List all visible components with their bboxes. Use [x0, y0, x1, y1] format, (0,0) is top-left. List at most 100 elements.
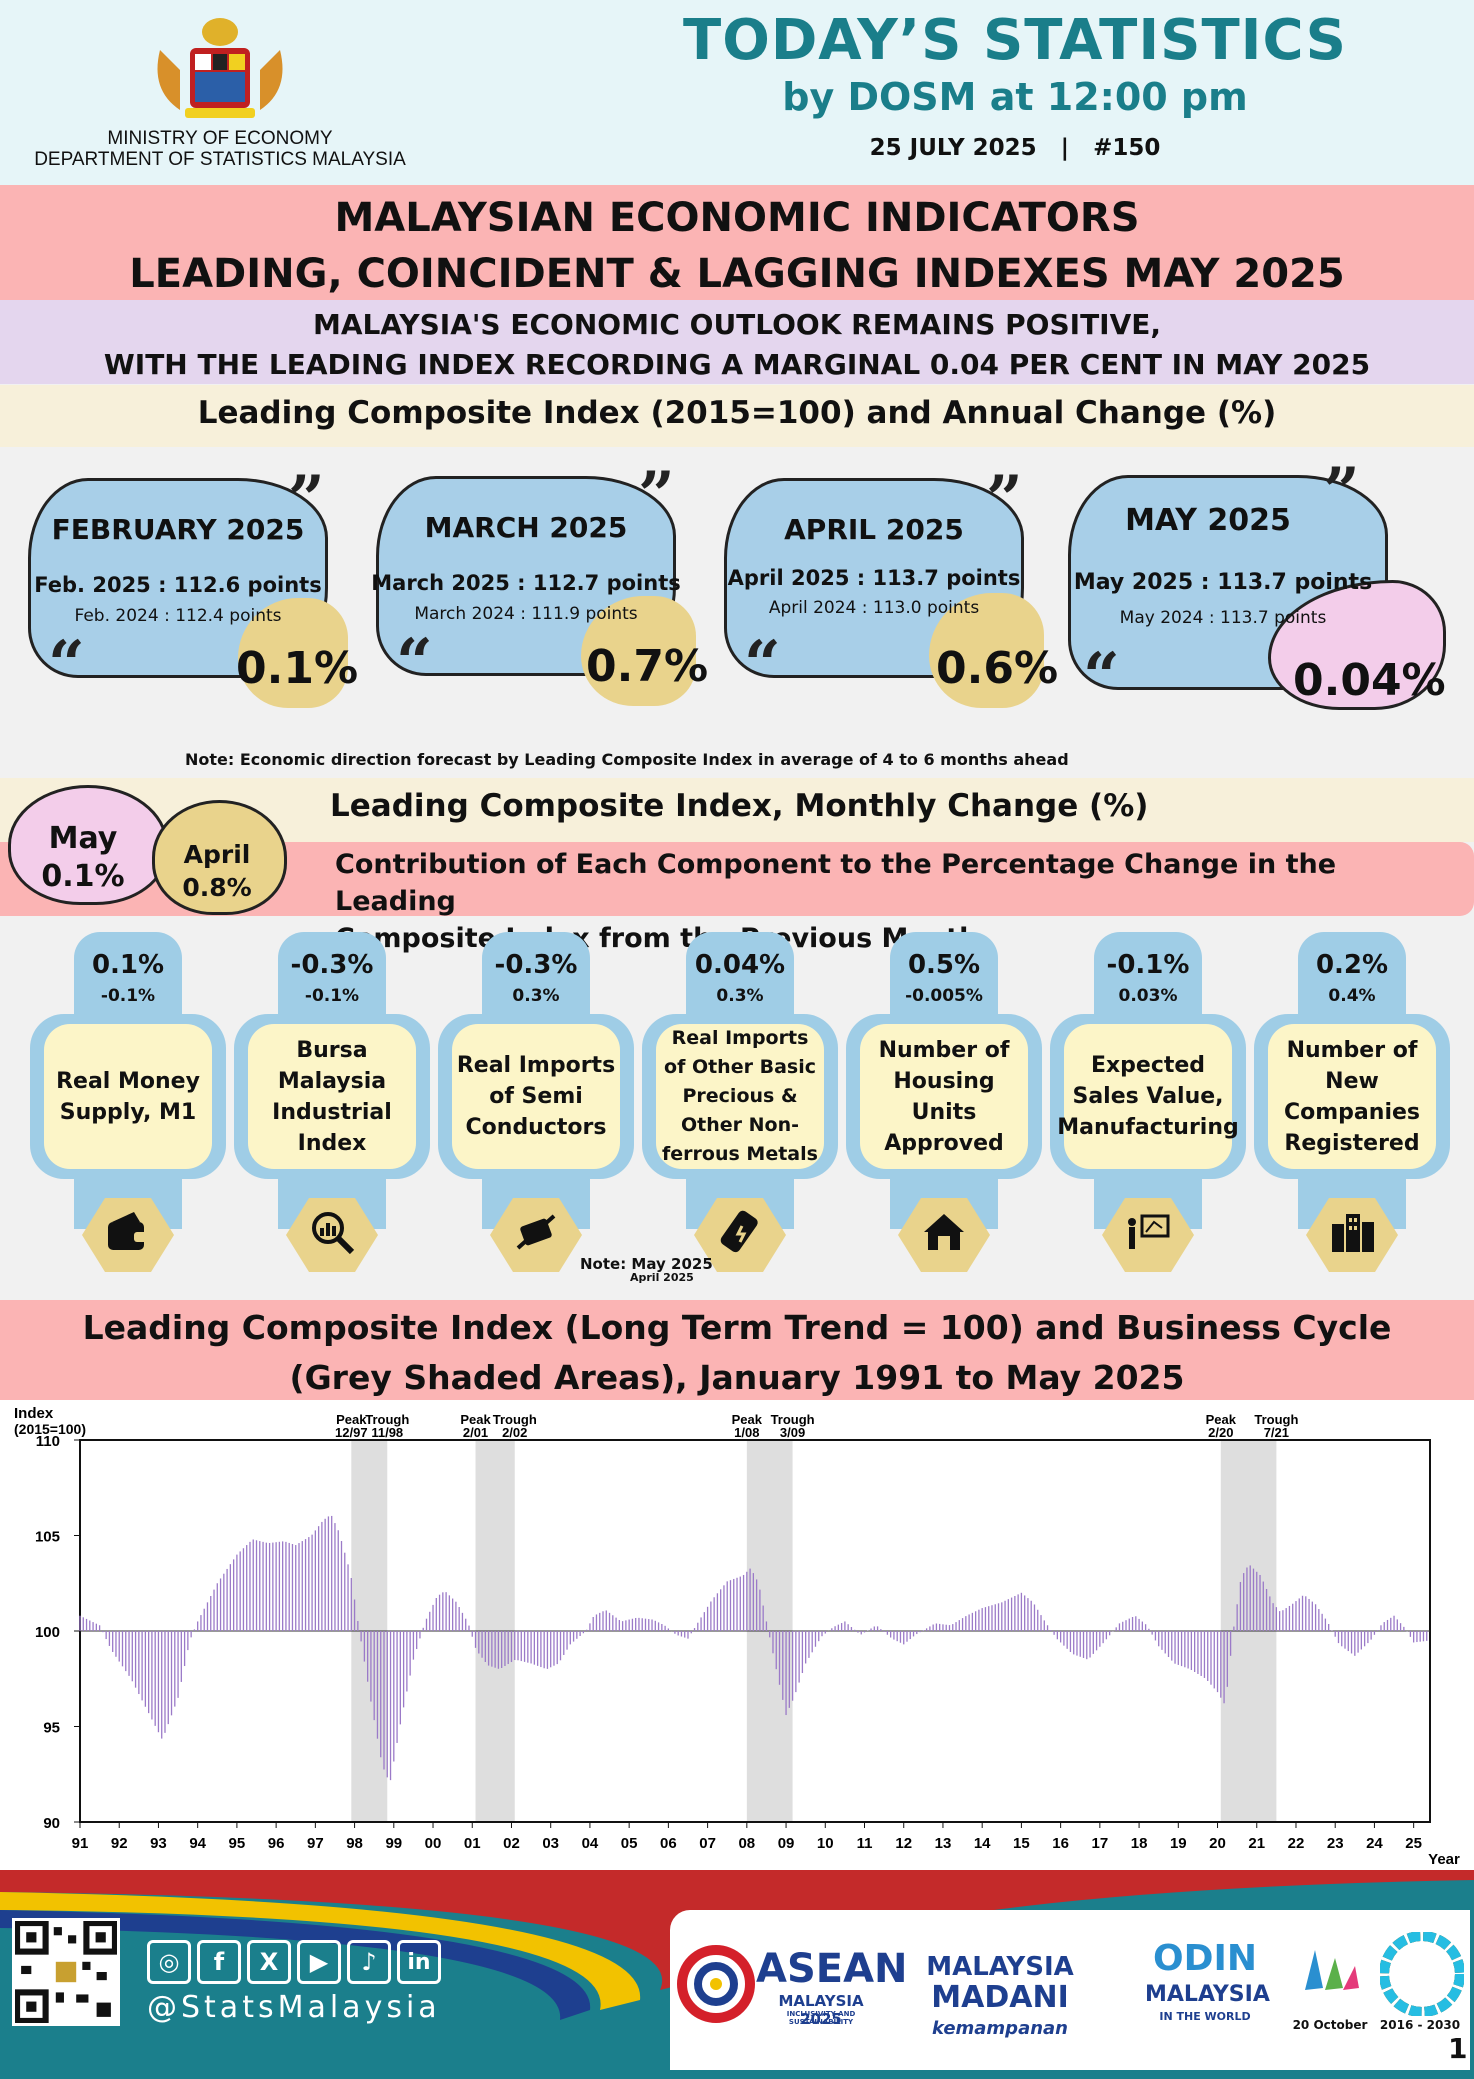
madani-logo: MALAYSIA	[926, 1952, 1074, 1982]
stats-day-label: 20 October	[1292, 2018, 1368, 2032]
instagram-icon[interactable]: ◎	[147, 1940, 191, 1984]
cycle-marker-date: 7/21	[1264, 1425, 1289, 1440]
chart-magnifier-icon	[312, 1212, 355, 1255]
component-new-companies: 0.2% 0.4% Number of New Companies Regist…	[1254, 932, 1450, 1272]
chart-title: Leading Composite Index (Long Term Trend…	[0, 1303, 1474, 1403]
presentation-icon	[1128, 1214, 1170, 1249]
component-april-value: -0.1%	[304, 986, 360, 1006]
card-annual-change: 0.1%	[236, 643, 359, 694]
april-apple-badge	[152, 800, 287, 915]
component-april-value: 0.3%	[716, 986, 764, 1006]
asean-logo: ASEAN	[756, 1946, 908, 1992]
component-precious-metals: 0.04% 0.3% Real Imports of Other Basic P…	[642, 932, 838, 1272]
section-band	[0, 385, 1474, 447]
close-quote-icon: ”	[1323, 454, 1360, 529]
x-tick-label: 14	[974, 1835, 991, 1852]
x-tick-label: 94	[189, 1835, 206, 1852]
component-label: Number of Housing Units Approved	[860, 1024, 1028, 1169]
x-tick-label: 17	[1092, 1835, 1109, 1852]
card-title: FEBRUARY 2025	[51, 513, 305, 546]
x-tick-label: 92	[111, 1835, 128, 1852]
open-quote-icon: “	[744, 627, 781, 702]
x-tick-label: 97	[307, 1835, 324, 1852]
component-label: Real Money Supply, M1	[44, 1024, 212, 1169]
cycle-marker-date: 2/02	[502, 1425, 527, 1440]
card-title: MARCH 2025	[424, 511, 628, 544]
x-tick-label: 98	[346, 1835, 363, 1852]
x-tick-label: 02	[503, 1835, 520, 1852]
card-annual-change: 0.04%	[1293, 655, 1446, 706]
linkedin-icon[interactable]: in	[397, 1940, 441, 1984]
y-tick-label: 105	[35, 1529, 60, 1546]
note-may: Note: May 2025	[580, 1255, 713, 1273]
component-label: Real Imports of Semi Conductors	[452, 1024, 620, 1169]
youtube-icon[interactable]: ▶	[297, 1940, 341, 1984]
social-handle[interactable]: @StatsMalaysia	[147, 1990, 441, 2025]
headline-line1: MALAYSIA'S ECONOMIC OUTLOOK REMAINS POSI…	[312, 308, 1162, 341]
x-tick-label: 23	[1327, 1835, 1344, 1852]
y-tick-label: 90	[43, 1815, 60, 1832]
odin-sub: MALAYSIA	[1145, 1982, 1270, 2007]
x-tick-label: 95	[229, 1835, 246, 1852]
page-number: 1	[1448, 2032, 1468, 2065]
component-may-value: -0.3%	[290, 950, 374, 980]
house-icon	[924, 1214, 964, 1250]
wallet-icon	[108, 1212, 148, 1250]
cycle-marker-label: Trough	[365, 1412, 409, 1427]
month-card-march: ” “ MARCH 2025 March 2025 : 112.7 points…	[366, 456, 708, 716]
cycle-marker-label: Peak	[336, 1412, 367, 1427]
cycle-marker-date: 11/98	[371, 1425, 403, 1440]
forecast-note: Note: Economic direction forecast by Lea…	[185, 750, 1069, 769]
close-quote-icon: ”	[638, 458, 675, 533]
chart-title-line2: (Grey Shaded Areas), January 1991 to May…	[289, 1358, 1185, 1397]
subtitle-band	[0, 300, 1474, 384]
madani-logo-2: MADANI	[931, 1980, 1069, 2015]
coat-of-arms-logo	[157, 18, 283, 118]
x-icon[interactable]: X	[247, 1940, 291, 1984]
card-current-value: April 2025 : 113.7 points	[727, 566, 1021, 590]
odin-tag: IN THE WORLD	[1159, 2010, 1251, 2023]
ministry-label: MINISTRY OF ECONOMY	[107, 128, 333, 149]
x-tick-label: 12	[895, 1835, 912, 1852]
may-value: 0.1%	[41, 859, 125, 894]
x-axis-label: Year	[1428, 1851, 1460, 1868]
component-housing-units: 0.5% -0.005% Number of Housing Units App…	[846, 932, 1042, 1272]
card-current-value: Feb. 2025 : 112.6 points	[34, 573, 322, 597]
component-label: Number of New Companies Registered	[1268, 1024, 1436, 1169]
change-blob	[929, 593, 1044, 708]
card-previous-value: April 2024 : 113.0 points	[768, 598, 980, 618]
component-semiconductors: -0.3% 0.3% Real Imports of Semi Conducto…	[438, 932, 634, 1272]
qr-code[interactable]	[12, 1918, 120, 2026]
component-may-value: -0.1%	[1106, 950, 1190, 980]
main-title-line1: MALAYSIAN ECONOMIC INDICATORS	[334, 195, 1140, 241]
component-may-value: 0.04%	[694, 950, 786, 980]
qr-pattern	[13, 1919, 119, 2025]
metal-bar-icon	[720, 1210, 758, 1253]
component-may-value: 0.5%	[907, 950, 981, 980]
cycle-marker-date: 2/20	[1208, 1425, 1233, 1440]
card-annual-change: 0.6%	[936, 643, 1059, 694]
x-tick-label: 08	[738, 1835, 755, 1852]
y-axis-label: Index	[14, 1405, 54, 1422]
x-tick-label: 91	[72, 1835, 89, 1852]
facebook-icon[interactable]: f	[197, 1940, 241, 1984]
component-may-value: 0.2%	[1315, 950, 1389, 980]
cycle-marker-label: Trough	[771, 1412, 815, 1427]
chip-icon	[516, 1214, 556, 1250]
may-label: May	[48, 821, 118, 856]
cycle-marker-date: 2/01	[463, 1425, 488, 1440]
open-quote-icon: “	[396, 625, 433, 700]
x-tick-label: 01	[464, 1835, 481, 1852]
component-label: Bursa Malaysia Industrial Index	[248, 1024, 416, 1169]
tiktok-icon[interactable]: ♪	[347, 1940, 391, 1984]
x-tick-label: 20	[1209, 1835, 1226, 1852]
x-tick-label: 06	[660, 1835, 677, 1852]
component-label: Expected Sales Value, Manufacturing	[1057, 1024, 1239, 1169]
component-april-value: 0.3%	[512, 986, 560, 1006]
component-april-value: 0.03%	[1118, 986, 1178, 1006]
sdg-label: 2016 - 2030	[1379, 2018, 1461, 2032]
cycle-marker-label: Peak	[732, 1412, 763, 1427]
monthly-change-heading: Leading Composite Index, Monthly Change …	[330, 788, 1149, 824]
asean-tag: INCLUSIVITY AND SUSTAINABILITY	[786, 2010, 856, 2026]
